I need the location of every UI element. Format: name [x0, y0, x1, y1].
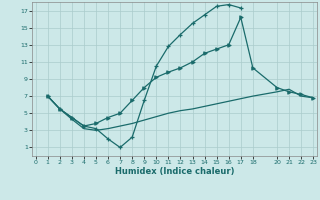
X-axis label: Humidex (Indice chaleur): Humidex (Indice chaleur) [115, 167, 234, 176]
